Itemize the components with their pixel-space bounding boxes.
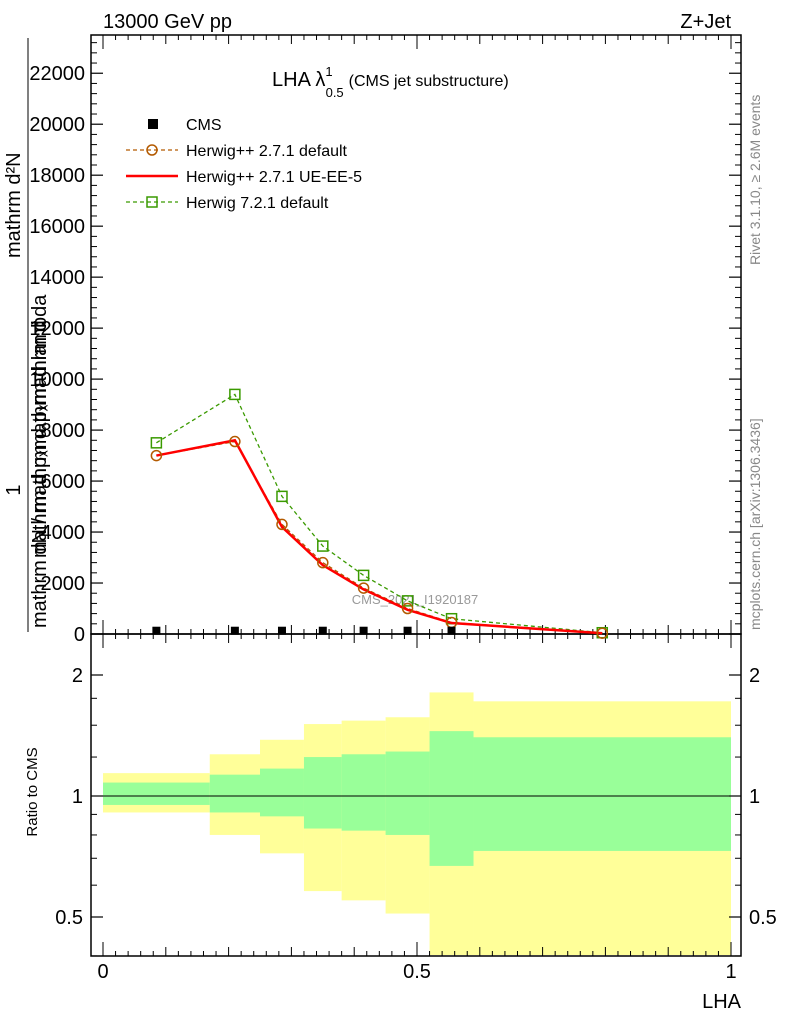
y-tick-label: 0: [74, 624, 85, 646]
point-herwig721: [317, 540, 329, 552]
ratio-inner-band: [103, 782, 210, 805]
main-y-axis: 0 2000 4000 6000 8000 10000 12000 14000 16000 180…: [29, 42, 741, 646]
legend-item-herwig721: Herwig 7.2.1 default: [126, 195, 329, 212]
point-herwig721: [229, 388, 241, 401]
point-cms: [277, 626, 286, 635]
ratio-inner-band: [260, 768, 304, 817]
ratio-y-tick-label: 0.5: [55, 907, 83, 929]
legend-item-herwig-default: Herwig++ 2.7.1 default: [126, 143, 348, 160]
x-tick-label: 0: [97, 961, 108, 983]
y-tick-label: 22000: [29, 63, 85, 85]
point-herwig-default: [357, 582, 370, 594]
ratio-inner-band: [385, 751, 430, 835]
legend-marker-cms: [148, 119, 158, 129]
y-tick-label: 14000: [29, 267, 85, 289]
y-label-prefix: mathrm dN / mathrm d pₓmathrm d: [29, 320, 51, 628]
point-cms: [359, 626, 368, 635]
ratio-y-tick-label-right: 2: [749, 665, 760, 687]
y-tick-label: 6000: [41, 471, 86, 493]
ratio-x-axis: 0 0.5 1: [97, 961, 736, 983]
y-tick-label: 4000: [41, 522, 86, 544]
ratio-bands: [103, 692, 731, 955]
legend-label-herwig-default: Herwig++ 2.7.1 default: [186, 143, 348, 160]
analysis-watermark: CMS_2021_I1920187: [352, 592, 479, 607]
point-herwig721: [150, 437, 163, 449]
ratio-inner-band: [341, 754, 386, 831]
y-tick-label: 12000: [29, 318, 85, 340]
point-cms: [152, 626, 161, 635]
y-tick-label: 8000: [41, 420, 86, 442]
legend-marker-herwig721: [146, 196, 158, 208]
ratio-y-label: Ratio to CMS: [24, 747, 41, 836]
point-cms: [318, 626, 327, 635]
ratio-panel-frame: [90, 633, 742, 957]
ratio-inner-band: [209, 774, 260, 813]
legend-label-cms: CMS: [186, 117, 222, 134]
point-cms: [403, 626, 412, 635]
y-tick-label: 20000: [29, 114, 85, 136]
title-suffix: (CMS jet substructure): [349, 73, 509, 90]
ratio-y-axis: 0.5 0.5 1 1 2 2: [55, 665, 777, 957]
legend: CMS Herwig++ 2.7.1 default Herwig++ 2.7.…: [126, 117, 362, 212]
legend-label-herwig721: Herwig 7.2.1 default: [186, 195, 329, 212]
ratio-y-tick-label-right: 1: [749, 786, 760, 808]
svg-text:LHA λ10.5(CMS jet substructure: LHA λ1 0.5 (CMS jet substructure): [272, 64, 509, 100]
legend-marker-herwig-default: [146, 144, 158, 156]
y-label-numerator: mathrm d²N: [3, 152, 25, 258]
header-energy: 13000 GeV pp: [103, 11, 232, 33]
point-herwig-default: [317, 556, 329, 569]
y-tick-label: 10000: [29, 369, 85, 391]
ratio-inner-band: [429, 731, 474, 866]
legend-item-herwig-ueee5: Herwig++ 2.7.1 UE-EE-5: [126, 169, 362, 186]
rivet-info: Rivet 3.1.10, ≥ 2.6M events: [747, 95, 763, 265]
ratio-inner-band: [473, 737, 731, 851]
y-tick-label: 16000: [29, 216, 85, 238]
point-herwig-default: [596, 627, 609, 639]
legend-item-cms: CMS: [148, 117, 222, 134]
point-herwig721: [401, 595, 414, 607]
ratio-y-tick-label: 2: [72, 665, 83, 687]
point-herwig-default: [229, 435, 241, 448]
header-process: Z+Jet: [680, 11, 731, 33]
title-sub: 0.5: [326, 85, 344, 100]
series-layer: [150, 388, 609, 639]
title-sup: 1: [325, 64, 332, 79]
point-herwig-default: [276, 518, 288, 531]
ratio-y-tick-label-right: 0.5: [749, 907, 777, 929]
y-label-one: 1: [3, 484, 25, 495]
series-line-herwig721: [156, 393, 603, 634]
point-herwig721: [357, 569, 370, 582]
title-main: LHA λ: [272, 69, 325, 91]
chart-title: LHA λ1 0.5 (CMS jet substructure): [272, 64, 509, 100]
series-line-herwig-ueee5: [156, 438, 603, 635]
legend-label-herwig-ueee5: Herwig++ 2.7.1 UE-EE-5: [186, 169, 362, 186]
x-tick-label: 1: [725, 961, 736, 983]
x-tick-label: 0.5: [403, 961, 431, 983]
point-cms: [447, 626, 456, 635]
point-cms: [230, 626, 239, 635]
point-herwig-default: [150, 449, 163, 462]
main-y-label: mathrm d²N mathrm d pₓmathrm d lambda 1 …: [3, 38, 51, 632]
y-tick-label: 18000: [29, 165, 85, 187]
mcplots-info: mcplots.cern.ch [arXiv:1306.3436]: [747, 418, 763, 630]
y-tick-label: 2000: [41, 573, 86, 595]
point-herwig-default: [401, 602, 414, 615]
ratio-y-tick-label: 1: [72, 786, 83, 808]
y-label-denominator: mathrm d pₓmathrm d lambda: [29, 294, 51, 558]
ratio-inner-band: [303, 757, 342, 829]
x-axis-label: LHA: [702, 991, 742, 1013]
point-herwig721: [276, 490, 288, 503]
